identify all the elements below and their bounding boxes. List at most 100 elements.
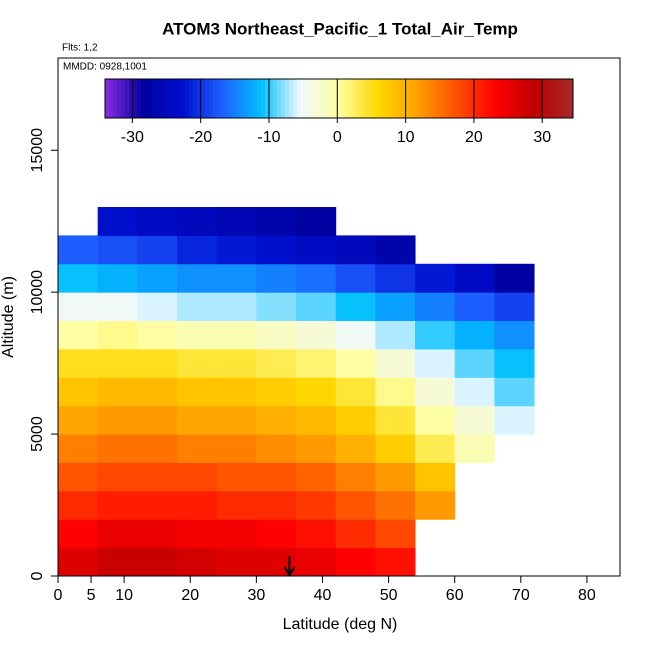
colorbar-swatch [321,79,326,118]
heat-cell [137,462,178,492]
colorbar-swatch [497,79,502,118]
heat-cell [58,292,99,322]
heat-cell [335,519,376,549]
heat-cell [216,207,257,236]
colorbar-swatch [161,79,166,118]
heat-cell [58,348,99,378]
colorbar-swatch [177,79,182,118]
subtitle: Flts: 1,2 [62,43,98,54]
colorbar-swatch [301,79,306,118]
heat-cell [97,348,138,378]
x-tick-label: 50 [380,587,398,604]
colorbar-swatch [493,79,498,118]
colorbar-swatch [309,79,314,118]
colorbar-swatch [345,79,350,118]
heat-cell [58,434,99,463]
colorbar-tick-label: 0 [333,129,342,146]
heat-cell [375,462,416,492]
heat-cell [335,263,376,293]
heat-cell [296,405,337,435]
heat-cell [375,348,416,378]
heat-cell [97,405,138,435]
colorbar-swatch [269,79,274,118]
colorbar-swatch [433,79,438,118]
heat-cell [375,263,416,293]
heat-cell [296,207,337,236]
heat-cell [216,490,257,520]
x-tick-label: 60 [446,587,464,604]
colorbar-swatch [441,79,446,118]
colorbar-swatch [237,79,242,118]
heat-cell [177,519,218,549]
heat-cell [454,320,495,350]
heat-cell [137,263,178,293]
colorbar-swatch [189,79,194,118]
heat-cell [216,519,257,549]
colorbar-swatch [285,79,290,118]
colorbar-swatch [169,79,174,118]
heat-cell [216,235,257,265]
heat-cell [58,263,99,293]
heat-cell [137,348,178,378]
heat-cell [137,519,178,549]
colorbar-swatch [317,79,322,118]
colorbar-swatch [385,79,390,118]
colorbar-swatch [449,79,454,118]
heat-cell [335,405,376,435]
colorbar-swatch [485,79,490,118]
heat-cell [58,320,99,350]
x-axis-label: Latitude (deg N) [283,616,398,633]
heat-cell [58,547,99,577]
colorbar-swatch [173,79,178,118]
colorbar-swatch [265,79,270,118]
heat-cell [97,462,138,492]
colorbar-swatch [229,79,234,118]
colorbar-swatch [457,79,462,118]
heat-cell [137,207,178,236]
heat-cell [454,348,495,378]
colorbar-swatch [341,79,346,118]
colorbar-swatch [165,79,170,118]
colorbar-swatch [513,79,518,118]
colorbar-swatch [453,79,458,118]
heat-cell [216,320,257,350]
heat-cell [256,263,297,293]
colorbar-swatch [105,79,110,118]
colorbar-swatch [205,79,210,118]
colorbar-swatch [329,79,334,118]
heat-cell [296,263,337,293]
colorbar-swatch [541,79,546,118]
heat-cell [296,462,337,492]
colorbar-swatch [325,79,330,118]
heat-cell [177,320,218,350]
heat-cell [494,320,535,350]
heat-cell [97,519,138,549]
heat-cell [58,235,99,265]
x-tick-label: 30 [247,587,265,604]
colorbar-swatch [225,79,230,118]
colorbar-swatch [569,79,574,118]
heat-cell [177,490,218,520]
colorbar-swatch [349,79,354,118]
colorbar-swatch [249,79,254,118]
colorbar-swatch [193,79,198,118]
heat-cell [216,263,257,293]
heat-cell [454,292,495,322]
heat-cell [415,405,456,435]
colorbar-swatch [245,79,250,118]
heat-cell [177,263,218,293]
colorbar-swatch [137,79,142,118]
colorbar-swatch [153,79,158,118]
heat-cell [335,348,376,378]
colorbar-swatch [401,79,406,118]
heat-cell [335,292,376,322]
colorbar-swatch [185,79,190,118]
heat-cell [296,519,337,549]
heat-cell [375,547,416,577]
colorbar-swatch [281,79,286,118]
colorbar-swatch [365,79,370,118]
heat-cell [137,292,178,322]
colorbar-swatch [405,79,410,118]
heat-cell [216,348,257,378]
heat-cell [335,547,376,577]
